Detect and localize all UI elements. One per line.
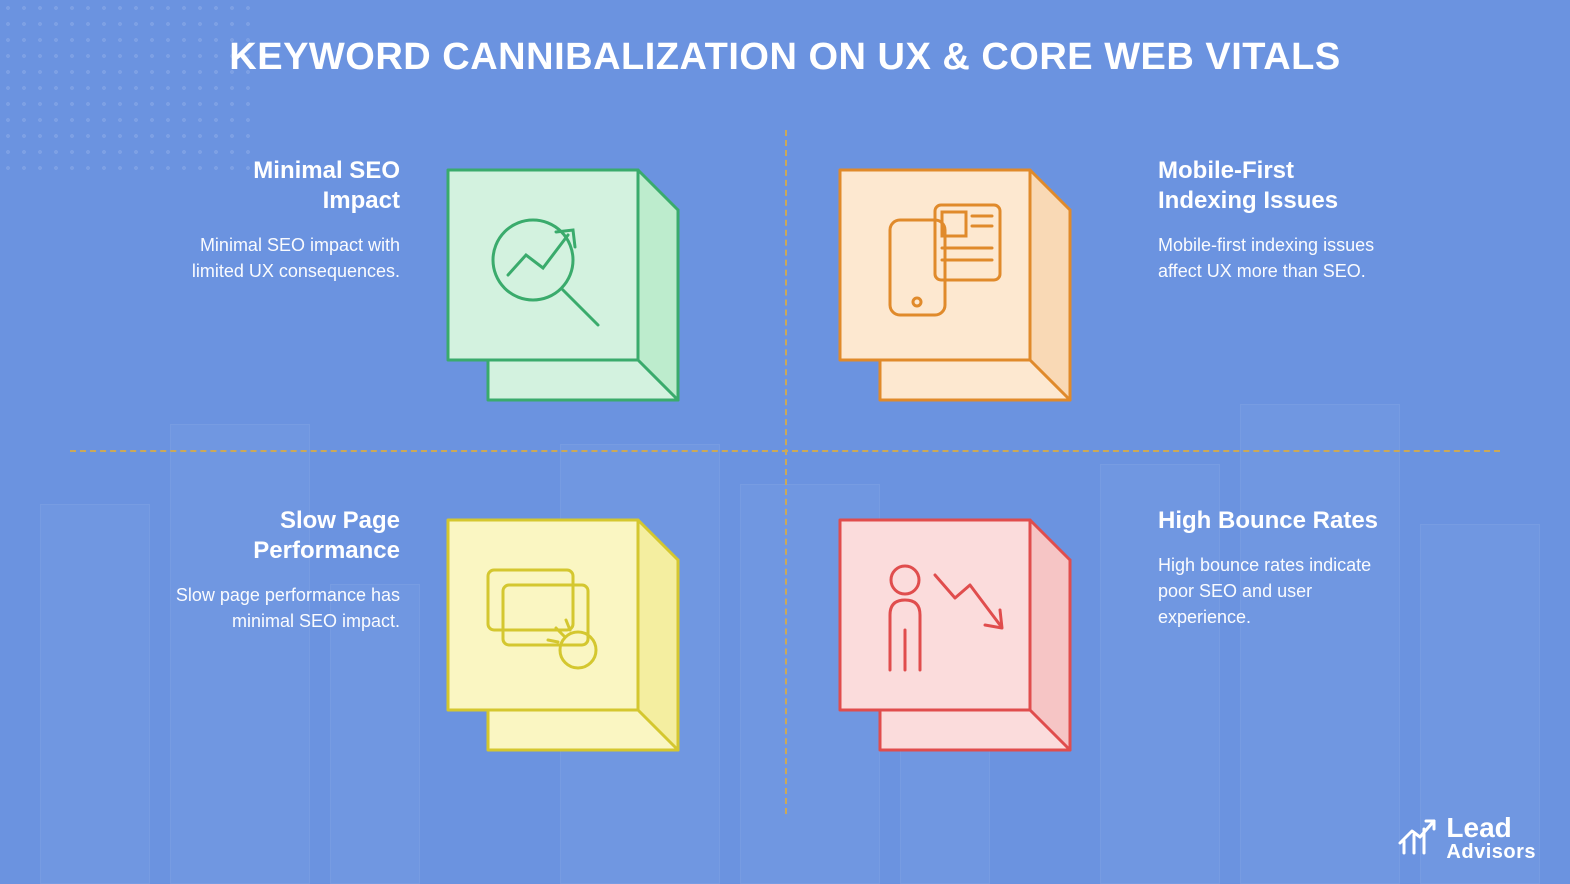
card-title: High Bounce Rates (1158, 506, 1388, 536)
quadrant-mobile-first: Mobile-First Indexing Issues Mobile-firs… (820, 150, 1388, 430)
quadrant-slow-page: Slow Page Performance Slow page performa… (170, 500, 738, 780)
quadrant-text: Minimal SEO Impact Minimal SEO impact wi… (170, 156, 400, 284)
divider-vertical (785, 130, 787, 814)
brand-logo: Lead Advisors (1394, 814, 1536, 862)
quadrant-text: Slow Page Performance Slow page performa… (170, 506, 400, 634)
fold-card-svg (428, 500, 738, 780)
quadrant-text: High Bounce Rates High bounce rates indi… (1158, 506, 1388, 630)
fold-card (428, 500, 738, 780)
quadrant-minimal-seo: Minimal SEO Impact Minimal SEO impact wi… (170, 150, 738, 430)
fold-card-svg (428, 150, 738, 430)
logo-mark-icon (1394, 815, 1440, 861)
logo-text-line1: Lead (1446, 814, 1536, 842)
card-title: Minimal SEO Impact (170, 156, 400, 216)
fold-card-svg (820, 150, 1130, 430)
card-title: Slow Page Performance (170, 506, 400, 566)
fold-card (820, 500, 1130, 780)
card-desc: Minimal SEO impact with limited UX conse… (170, 232, 400, 284)
quadrant-text: Mobile-First Indexing Issues Mobile-firs… (1158, 156, 1388, 284)
card-title: Mobile-First Indexing Issues (1158, 156, 1388, 216)
card-desc: Slow page performance has minimal SEO im… (170, 582, 400, 634)
page-title: KEYWORD CANNIBALIZATION ON UX & CORE WEB… (0, 36, 1570, 79)
logo-text-line2: Advisors (1446, 842, 1536, 862)
fold-card-svg (820, 500, 1130, 780)
fold-card (428, 150, 738, 430)
card-desc: Mobile-first indexing issues affect UX m… (1158, 232, 1388, 284)
quadrant-high-bounce: High Bounce Rates High bounce rates indi… (820, 500, 1388, 780)
fold-card (820, 150, 1130, 430)
card-desc: High bounce rates indicate poor SEO and … (1158, 552, 1388, 630)
